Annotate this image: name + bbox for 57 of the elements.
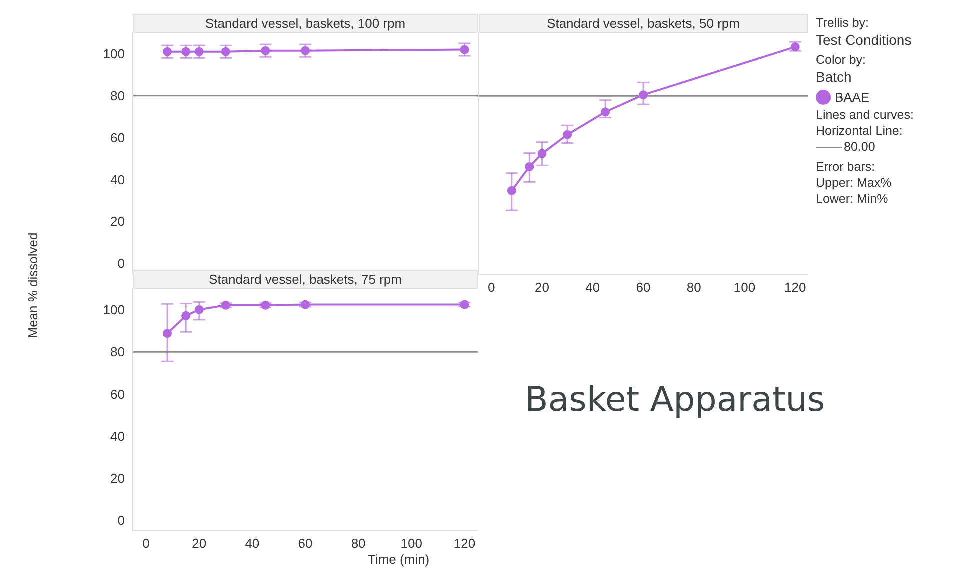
x-tick-label: 100	[400, 536, 423, 552]
y-axis-title: Mean % dissolved	[26, 232, 40, 340]
point	[460, 300, 470, 310]
x-tick-label: 120	[784, 280, 806, 296]
text: Lines and curves:	[816, 108, 915, 122]
point	[507, 186, 516, 196]
y-tick-label: 40	[110, 172, 125, 188]
y-tick-label: 100	[103, 46, 125, 62]
point	[301, 300, 310, 310]
point	[563, 130, 572, 140]
text: Trellis by:	[816, 16, 870, 30]
chart-title: Standard vessel, baskets, 75 rpm	[133, 270, 478, 289]
legend-label: 80.00	[843, 140, 876, 154]
point	[261, 300, 270, 310]
x-tick-label: 80	[351, 536, 366, 552]
y-tick-label: 20	[110, 471, 125, 486]
x-axis-title: Time (min)	[368, 552, 430, 567]
point	[163, 329, 172, 338]
y-tick-label: 20	[110, 214, 125, 230]
point	[538, 149, 547, 158]
x-tick-label: 0	[142, 536, 150, 552]
text: Lower: Min%	[816, 192, 890, 206]
text: Color by:	[816, 53, 868, 67]
y-tick-label: 60	[110, 386, 125, 402]
x-tick-label: 120	[454, 536, 476, 552]
text: Upper: Max%	[816, 176, 893, 190]
y-tick-label: 80	[110, 88, 125, 104]
x-tick-label: 60	[298, 536, 313, 552]
legend-label: BAAE	[834, 90, 871, 105]
y-tick-label: 0	[118, 513, 125, 528]
point	[182, 311, 191, 320]
y-tick-label: 100	[103, 302, 125, 318]
text: Error bars:	[816, 160, 876, 174]
point	[194, 305, 204, 314]
chart-title: Standard vessel, baskets, 50 rpm	[479, 14, 808, 33]
point	[221, 300, 230, 310]
point	[525, 162, 534, 172]
y-tick-label: 40	[110, 428, 125, 444]
x-tick-label: 60	[636, 280, 651, 296]
y-tick-label: 60	[110, 130, 125, 146]
x-tick-label: 100	[734, 280, 756, 296]
text: Basket Apparatus	[525, 380, 826, 420]
point	[601, 108, 610, 117]
x-tick-label: 40	[245, 536, 260, 552]
chart-title: Standard vessel, baskets, 100 rpm	[133, 14, 478, 33]
x-tick-label: 80	[686, 280, 702, 296]
x-tick-label: 20	[535, 280, 550, 296]
x-tick-label: 20	[192, 536, 207, 552]
y-tick-label: 0	[118, 256, 125, 272]
point	[639, 90, 648, 100]
x-tick-label: 0	[488, 280, 496, 296]
text: Horizontal Line:	[816, 124, 904, 138]
x-tick-label: 40	[586, 280, 600, 296]
point	[790, 42, 800, 52]
y-tick-label: 80	[110, 344, 125, 360]
text: Test Conditions	[816, 32, 913, 48]
text: Batch	[816, 69, 853, 85]
